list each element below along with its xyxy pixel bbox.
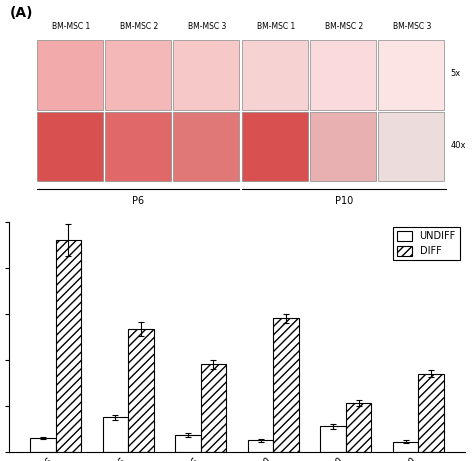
Bar [378, 40, 444, 110]
Text: 5x: 5x [451, 70, 461, 78]
Bar [393, 442, 419, 452]
Text: BM-MSC 1: BM-MSC 1 [256, 22, 295, 31]
Bar [173, 112, 239, 181]
Bar [378, 112, 444, 181]
Text: 40x: 40x [451, 141, 466, 150]
Bar [30, 438, 55, 452]
Bar [273, 319, 299, 452]
Bar [175, 435, 201, 452]
Bar [346, 403, 371, 452]
Bar [128, 329, 154, 452]
Text: P6: P6 [132, 196, 144, 206]
Bar [105, 112, 171, 181]
Bar [242, 40, 308, 110]
Bar [248, 440, 273, 452]
Bar [37, 40, 103, 110]
Text: BM-MSC 3: BM-MSC 3 [393, 22, 431, 31]
Text: P10: P10 [335, 196, 353, 206]
Bar [105, 40, 171, 110]
Text: BM-MSC 2: BM-MSC 2 [325, 22, 363, 31]
Legend: UNDIFF, DIFF: UNDIFF, DIFF [393, 227, 460, 260]
Text: (A): (A) [9, 6, 33, 20]
Bar [320, 426, 346, 452]
Bar [55, 240, 81, 452]
Bar [242, 112, 308, 181]
Bar [310, 112, 376, 181]
Text: BM-MSC 2: BM-MSC 2 [120, 22, 158, 31]
Text: BM-MSC 1: BM-MSC 1 [52, 22, 90, 31]
Bar [103, 417, 128, 452]
Bar [37, 112, 103, 181]
Bar [173, 40, 239, 110]
Bar [310, 40, 376, 110]
Bar [419, 373, 444, 452]
Text: BM-MSC 3: BM-MSC 3 [188, 22, 227, 31]
Bar [201, 365, 226, 452]
